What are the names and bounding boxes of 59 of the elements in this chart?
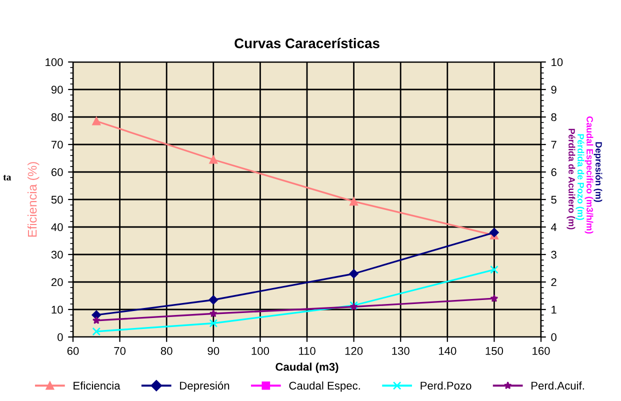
legend-label: Caudal Espec. [289,381,360,392]
y2-tick-label: 6 [551,168,556,176]
y-tick-label: 80 [51,113,63,122]
y-tick-label: 60 [51,168,63,176]
y-axis-title: Eficiencia (%) [28,162,40,237]
y-tick-label: 30 [51,250,63,259]
point [92,316,100,324]
y-tick-label: 10 [52,306,63,314]
y-tick-label: 20 [51,278,63,286]
text: Caudal Especifico (m3/h/m) [584,116,594,234]
x-tick-label: 120 [345,347,363,355]
legend-label: Depresión [180,381,230,392]
y2-axis-title: Depresión (m) [594,142,602,202]
y2-tick-label: 7 [551,140,556,149]
y2-tick-label: 0 [551,333,556,342]
legend-label: Eficiencia [74,381,120,390]
text: Pérdida de Pozo (m) [576,134,584,220]
y2-tick-label: 4 [550,223,557,232]
point [208,295,218,304]
legend-label: Perd.Acuif. [532,381,584,390]
point [350,197,358,206]
x-tick-label: 110 [298,347,316,355]
text: Pérdida de Acuifero (m) [566,128,576,230]
x-tick-label: 90 [208,347,220,355]
y-tick-label: 90 [51,86,63,94]
x-tick-label: 150 [486,347,504,355]
x-tick-label: 160 [532,347,550,355]
x-tick-label: 70 [114,347,126,355]
y2-tick-label: 5 [551,196,556,204]
y-tick-label: 70 [51,140,63,149]
y-tick-label: 50 [51,196,63,204]
point [209,309,218,318]
x-tick-label: 100 [252,347,270,355]
legend-label: Perd.Pozo [420,381,472,390]
x-tick-label: 80 [160,347,172,355]
x-tick-label: 130 [392,347,410,355]
text: ta [3,174,12,180]
chart-title: Curvas Caracerísticas [234,38,380,48]
y-tick-label: 0 [58,333,63,342]
point [92,310,102,320]
y-tick-label: 40 [51,223,63,232]
point [209,155,218,164]
y2-tick-label: 8 [551,113,556,122]
point [349,269,358,278]
point [490,294,498,302]
y-tick-label: 100 [46,58,63,66]
y2-tick-label: 10 [552,58,563,66]
point [490,228,499,238]
y2-tick-label: 1 [552,306,556,314]
point [490,265,498,274]
point [92,116,101,126]
x-tick-label: 140 [438,347,456,355]
y2-tick-label: 9 [551,86,556,94]
x-axis-title: Caudal (m3) [276,362,338,373]
y2-tick-label: 2 [551,278,556,286]
point [209,319,218,328]
point [92,327,101,336]
x-tick-label: 60 [67,347,79,355]
y2-tick-label: 3 [551,250,556,259]
